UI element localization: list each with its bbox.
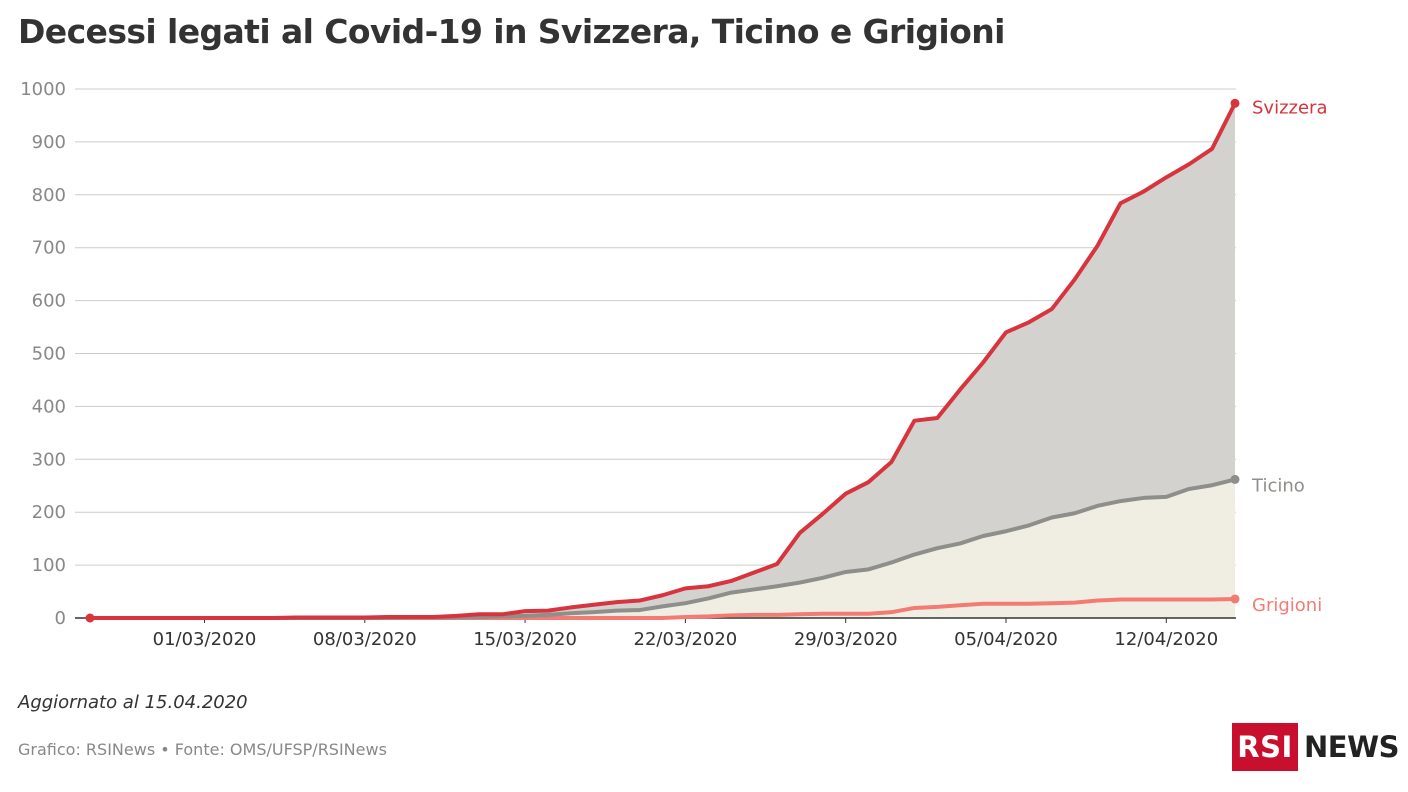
y-tick-label: 500 xyxy=(32,344,66,365)
area-ticino xyxy=(90,479,1235,618)
rsi-logo-mark: RSI xyxy=(1232,723,1298,771)
start-point xyxy=(85,613,95,623)
chart-title: Decessi legati al Covid-19 in Svizzera, … xyxy=(18,12,1005,51)
x-tick-label: 01/03/2020 xyxy=(153,629,257,650)
x-tick-label: 15/03/2020 xyxy=(473,629,577,650)
end-point-ticino xyxy=(1230,474,1240,484)
x-tick-label: 08/03/2020 xyxy=(313,629,417,650)
y-tick-label: 300 xyxy=(32,449,66,470)
y-tick-label: 0 xyxy=(55,608,66,629)
rsi-news-logo: RSI NEWS xyxy=(1232,723,1399,771)
y-tick-label: 200 xyxy=(32,502,66,523)
x-tick-label: 22/03/2020 xyxy=(634,629,738,650)
x-tick-label: 29/03/2020 xyxy=(794,629,898,650)
news-logo-text: NEWS xyxy=(1304,730,1399,764)
x-tick-label: 05/04/2020 xyxy=(954,629,1058,650)
series-label-grigioni: Grigioni xyxy=(1252,595,1322,616)
source-note: Grafico: RSINews • Fonte: OMS/UFSP/RSINe… xyxy=(18,740,387,759)
y-tick-label: 400 xyxy=(32,396,66,417)
series-line-svizzera xyxy=(88,101,1237,620)
x-tick-label: 12/04/2020 xyxy=(1114,629,1218,650)
end-point-grigioni xyxy=(1230,594,1240,604)
series-label-svizzera: Svizzera xyxy=(1252,97,1327,118)
series-label-ticino: Ticino xyxy=(1251,475,1305,496)
end-point-svizzera xyxy=(1230,98,1240,108)
y-tick-label: 1000 xyxy=(20,79,66,100)
y-tick-label: 800 xyxy=(32,185,66,206)
y-tick-label: 900 xyxy=(32,132,66,153)
updated-note: Aggiornato al 15.04.2020 xyxy=(18,692,248,713)
area-svizzera-ticino xyxy=(90,103,1235,618)
y-tick-label: 700 xyxy=(32,238,66,259)
y-tick-label: 100 xyxy=(32,555,66,576)
y-tick-label: 600 xyxy=(32,291,66,312)
